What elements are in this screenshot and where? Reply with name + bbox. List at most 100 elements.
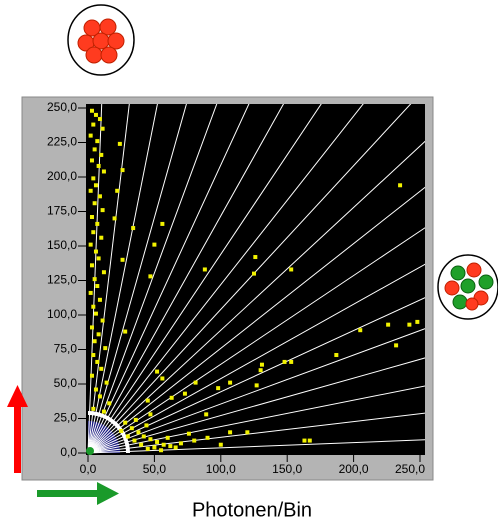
point	[101, 208, 105, 212]
x-tick-label: 50,0	[143, 462, 167, 476]
chart: Photonen/Bin 0,025,050,075,0100,0125,015…	[0, 0, 498, 526]
point	[123, 330, 127, 334]
point	[142, 434, 146, 438]
y-tick-label: 25,0	[54, 411, 78, 425]
point	[146, 399, 150, 403]
point	[134, 418, 138, 422]
point	[95, 222, 99, 226]
point	[245, 430, 249, 434]
point	[159, 448, 163, 452]
single-cell-icon	[68, 5, 134, 75]
point	[148, 274, 152, 278]
point	[93, 201, 97, 205]
point	[90, 263, 94, 267]
point	[130, 426, 134, 430]
point	[206, 436, 210, 440]
point	[146, 447, 150, 451]
point	[101, 319, 105, 323]
point	[93, 277, 97, 281]
point	[162, 443, 166, 447]
y-tick-label: 225,0	[47, 135, 77, 149]
point	[358, 328, 362, 332]
point	[90, 374, 94, 378]
point	[136, 430, 140, 434]
point	[123, 421, 127, 425]
point	[121, 168, 125, 172]
y-tick-label: 250,0	[47, 100, 77, 114]
point	[118, 142, 122, 146]
x-tick-label: 200,0	[339, 462, 369, 476]
point	[155, 440, 159, 444]
point	[101, 127, 105, 131]
point	[90, 109, 94, 113]
point	[308, 439, 312, 443]
point	[289, 360, 293, 364]
point	[91, 407, 95, 411]
point	[91, 123, 95, 127]
y-tick-label: 150,0	[47, 238, 77, 252]
point	[102, 169, 106, 173]
point	[260, 363, 264, 367]
point	[415, 320, 419, 324]
point	[174, 445, 178, 449]
point	[148, 437, 152, 441]
point	[132, 439, 136, 443]
point	[90, 325, 94, 329]
origin-dot	[86, 447, 94, 455]
point	[283, 360, 287, 364]
point	[98, 117, 102, 121]
point	[91, 230, 95, 234]
point	[170, 396, 174, 400]
point	[91, 353, 95, 357]
point	[289, 267, 293, 271]
point	[131, 226, 135, 230]
point	[119, 429, 123, 433]
point	[98, 298, 102, 302]
y-tick-label: 75,0	[54, 342, 78, 356]
point	[99, 367, 103, 371]
point	[89, 134, 93, 138]
point	[94, 312, 98, 316]
point	[115, 189, 119, 193]
point	[90, 158, 94, 162]
x-arrow	[37, 482, 119, 505]
point	[102, 270, 106, 274]
point	[252, 272, 256, 276]
point	[98, 394, 102, 398]
point	[152, 243, 156, 247]
point	[187, 432, 191, 436]
x-tick-label: 250,0	[395, 462, 425, 476]
point	[216, 386, 220, 390]
point	[166, 436, 170, 440]
point	[160, 222, 164, 226]
point	[160, 376, 164, 380]
point	[219, 443, 223, 447]
point	[179, 441, 183, 445]
point	[99, 153, 103, 157]
point	[228, 381, 232, 385]
point	[152, 445, 156, 449]
point	[95, 284, 99, 288]
point	[107, 401, 111, 405]
point	[139, 443, 143, 447]
point	[407, 323, 411, 327]
y-tick-label: 50,0	[54, 376, 78, 390]
mixed-cell-icon	[438, 255, 498, 319]
point	[95, 360, 99, 364]
point	[89, 189, 93, 193]
y-tick-label: 175,0	[47, 204, 77, 218]
point	[398, 183, 402, 187]
point	[90, 215, 94, 219]
point	[97, 332, 101, 336]
point	[102, 410, 106, 414]
y-tick-label: 100,0	[47, 307, 77, 321]
y-tick-label: 125,0	[47, 273, 77, 287]
point	[91, 305, 95, 309]
point	[228, 430, 232, 434]
point	[302, 439, 306, 443]
point	[99, 236, 103, 240]
point	[105, 381, 109, 385]
point	[253, 255, 257, 259]
point	[386, 323, 390, 327]
point	[95, 139, 99, 143]
